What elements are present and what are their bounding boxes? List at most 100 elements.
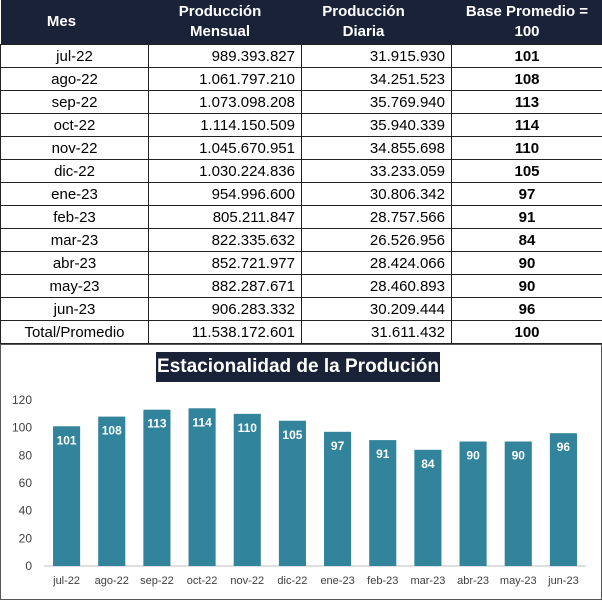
diaria-cell: 34.251.523 — [301, 67, 452, 91]
bar-value-label: 113 — [147, 417, 167, 431]
month-cell: dic-22 — [0, 159, 149, 183]
mensual-cell: 882.287.671 — [148, 274, 302, 298]
mensual-cell: 11.538.172.601 — [148, 320, 302, 345]
diaria-cell: 31.915.930 — [301, 44, 452, 68]
bar — [414, 449, 442, 566]
month-cell: jul-22 — [0, 44, 149, 68]
table-row: feb-23 805.211.847 28.757.566 91 — [0, 205, 602, 229]
table-row: sep-22 1.073.098.208 35.769.940 113 — [0, 90, 602, 114]
bar-value-label: 90 — [512, 449, 526, 463]
base-cell: 91 — [451, 205, 602, 229]
table-row: nov-22 1.045.670.951 34.855.698 110 — [0, 136, 602, 160]
month-cell: feb-23 — [0, 205, 149, 229]
y-tick-label: 20 — [19, 531, 33, 545]
month-cell: nov-22 — [0, 136, 149, 160]
table-row: mar-23 822.335.632 26.526.956 84 — [0, 228, 602, 252]
y-tick-label: 120 — [12, 393, 32, 407]
base-cell: 90 — [451, 274, 602, 298]
bar — [549, 433, 577, 566]
y-tick-label: 60 — [19, 476, 33, 490]
bar — [98, 416, 126, 566]
month-cell: oct-22 — [0, 113, 149, 137]
base-cell: 113 — [451, 90, 602, 114]
table-body: jul-22 989.393.827 31.915.930 101 ago-22 1.06… — [0, 44, 602, 345]
bar-value-label: 91 — [376, 447, 390, 461]
x-tick-label: jun-23 — [547, 575, 579, 587]
mensual-cell: 822.335.632 — [148, 228, 302, 252]
x-tick-label: may-23 — [500, 575, 537, 587]
mensual-cell: 906.283.332 — [148, 297, 302, 321]
x-tick-label: mar-23 — [410, 575, 445, 587]
mensual-cell: 954.996.600 — [148, 182, 302, 206]
bar — [459, 441, 487, 566]
x-tick-label: nov-22 — [230, 575, 264, 587]
mensual-cell: 989.393.827 — [148, 44, 302, 68]
diaria-cell: 28.757.566 — [301, 205, 452, 229]
bar — [188, 408, 216, 566]
bar-value-label: 97 — [331, 439, 345, 453]
month-cell: sep-22 — [0, 90, 149, 114]
diaria-cell: 33.233.059 — [301, 159, 452, 183]
bar-value-label: 96 — [557, 440, 571, 454]
x-tick-label: feb-23 — [367, 575, 398, 587]
table-row: ene-23 954.996.600 30.806.342 97 — [0, 182, 602, 206]
y-tick-label: 100 — [12, 421, 32, 435]
bar — [324, 431, 352, 566]
table-row: oct-22 1.114.150.509 35.940.339 114 — [0, 113, 602, 137]
chart-title: Estacionalidad de la Produción — [156, 352, 440, 382]
table-row: jul-22 989.393.827 31.915.930 101 — [0, 44, 602, 68]
table-row: dic-22 1.030.224.836 33.233.059 105 — [0, 159, 602, 183]
y-tick-label: 40 — [19, 504, 33, 518]
bar-value-label: 101 — [57, 433, 77, 447]
bar-value-label: 84 — [421, 457, 435, 471]
table-row: ago-22 1.061.797.210 34.251.523 108 — [0, 67, 602, 91]
diaria-cell: 28.424.066 — [301, 251, 452, 275]
month-cell: ago-22 — [0, 67, 149, 91]
bar — [53, 426, 81, 566]
bar-value-label: 90 — [466, 449, 480, 463]
base-cell: 84 — [451, 228, 602, 252]
total-row: Total/Promedio 11.538.172.601 31.611.432 10… — [0, 320, 602, 345]
bar — [369, 440, 397, 566]
x-tick-label: abr-23 — [457, 575, 489, 587]
mensual-cell: 1.114.150.509 — [148, 113, 302, 137]
x-tick-label: dic-22 — [277, 575, 307, 587]
base-cell: 101 — [451, 44, 602, 68]
y-tick-label: 0 — [25, 559, 32, 573]
table-row: jun-23 906.283.332 30.209.444 96 — [0, 297, 602, 321]
base-cell: 96 — [451, 297, 602, 321]
diaria-cell: 30.806.342 — [301, 182, 452, 206]
mensual-cell: 1.030.224.836 — [148, 159, 302, 183]
diaria-cell: 35.769.940 — [301, 90, 452, 114]
bar-value-label: 110 — [238, 421, 258, 435]
base-cell: 108 — [451, 67, 602, 91]
mensual-cell: 852.721.977 — [148, 251, 302, 275]
mensual-cell: 1.045.670.951 — [148, 136, 302, 160]
month-cell: mar-23 — [0, 228, 149, 252]
month-cell: ene-23 — [0, 182, 149, 206]
month-cell: abr-23 — [0, 251, 149, 275]
bar — [143, 409, 171, 566]
diaria-cell: 35.940.339 — [301, 113, 452, 137]
y-tick-label: 80 — [19, 448, 33, 462]
base-cell: 114 — [451, 113, 602, 137]
diaria-cell: 28.460.893 — [301, 274, 452, 298]
header-mes: Mes — [0, 0, 149, 45]
bar — [278, 420, 306, 566]
mensual-cell: 1.061.797.210 — [148, 67, 302, 91]
bar-chart: 0 20 40 60 80 100 120 101 jul-22 108 ago-22 113 sep-… — [12, 393, 586, 587]
production-table-container: Mes Producción Mensual Producción Diaria… — [0, 0, 602, 345]
diaria-cell: 31.611.432 — [301, 320, 452, 345]
bar-value-label: 114 — [192, 415, 212, 429]
x-tick-label: oct-22 — [187, 575, 218, 587]
table-row: may-23 882.287.671 28.460.893 90 — [0, 274, 602, 298]
base-cell: 105 — [451, 159, 602, 183]
diaria-cell: 26.526.956 — [301, 228, 452, 252]
x-tick-label: jul-22 — [52, 575, 80, 587]
month-cell: Total/Promedio — [0, 320, 149, 345]
header-produccion-diaria: Producción Diaria — [301, 0, 452, 45]
table-header-row: Mes Producción Mensual Producción Diaria… — [0, 0, 602, 45]
bar-value-label: 108 — [102, 424, 122, 438]
base-cell: 97 — [451, 182, 602, 206]
diaria-cell: 30.209.444 — [301, 297, 452, 321]
